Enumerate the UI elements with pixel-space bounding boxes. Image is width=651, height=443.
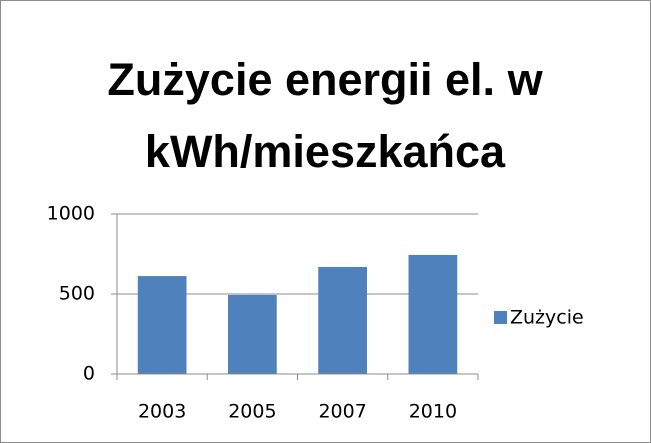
x-tick-label: 2005 bbox=[228, 401, 276, 423]
legend-swatch bbox=[494, 311, 507, 324]
x-tick-label: 2010 bbox=[409, 401, 457, 423]
bar bbox=[228, 294, 277, 374]
y-tick-label: 1000 bbox=[47, 203, 95, 225]
y-tick-label: 500 bbox=[59, 283, 95, 305]
x-tick-label: 2007 bbox=[318, 401, 366, 423]
bar bbox=[137, 276, 187, 374]
bar bbox=[318, 266, 367, 374]
legend-label: Zużycie bbox=[510, 307, 584, 329]
chart-title: Zużycie energii el. w kWh/mieszkańca bbox=[107, 54, 543, 177]
x-tick-label: 2003 bbox=[138, 401, 186, 423]
bar bbox=[408, 254, 458, 374]
y-tick-label: 0 bbox=[83, 363, 95, 385]
